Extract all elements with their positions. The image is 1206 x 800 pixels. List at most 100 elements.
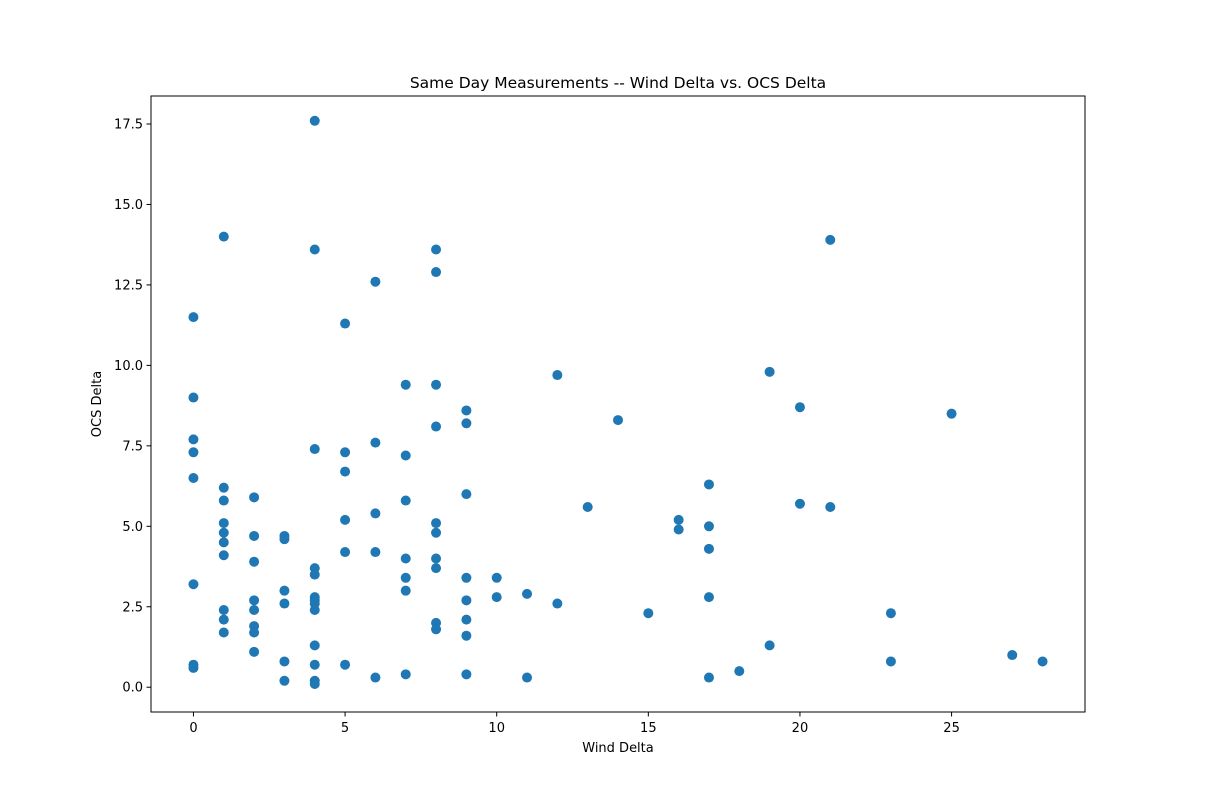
data-point xyxy=(461,595,472,606)
data-point xyxy=(279,656,290,667)
data-point xyxy=(340,514,351,525)
data-point xyxy=(703,479,714,490)
data-point xyxy=(794,498,805,509)
data-point xyxy=(400,495,411,506)
data-point xyxy=(885,608,896,619)
data-point xyxy=(370,672,381,683)
data-point xyxy=(309,244,320,255)
data-point xyxy=(643,608,654,619)
x-axis-label: Wind Delta xyxy=(582,741,654,756)
data-point xyxy=(461,405,472,416)
y-tick-label: 10.0 xyxy=(114,359,143,374)
data-point xyxy=(461,614,472,625)
chart-title: Same Day Measurements -- Wind Delta vs. … xyxy=(410,74,826,92)
data-point xyxy=(188,662,199,673)
data-point xyxy=(703,672,714,683)
x-tick-label: 0 xyxy=(189,721,197,736)
data-point xyxy=(340,466,351,477)
data-point xyxy=(309,640,320,651)
data-point xyxy=(794,402,805,413)
data-point xyxy=(431,527,442,538)
data-point xyxy=(309,604,320,615)
data-point xyxy=(400,379,411,390)
data-point xyxy=(461,418,472,429)
data-point xyxy=(218,495,229,506)
data-point xyxy=(309,444,320,455)
y-tick-label: 17.5 xyxy=(114,118,143,133)
y-tick-label: 12.5 xyxy=(114,278,143,293)
x-tick-label: 5 xyxy=(341,721,349,736)
data-point xyxy=(218,537,229,548)
data-point xyxy=(218,482,229,493)
data-point xyxy=(431,244,442,255)
plot-frame xyxy=(150,95,1086,713)
data-point xyxy=(340,447,351,458)
data-point xyxy=(491,592,502,603)
data-point xyxy=(188,579,199,590)
x-axis-ticks: 0 5 10 15 20 25 xyxy=(189,712,960,736)
data-point xyxy=(703,592,714,603)
data-point xyxy=(218,231,229,242)
y-axis-ticks: 0.0 2.5 5.0 7.5 10.0 12.5 15.0 17.5 xyxy=(114,118,151,696)
data-point xyxy=(400,553,411,564)
points-layer xyxy=(188,115,1048,689)
data-point xyxy=(249,492,260,503)
data-point xyxy=(461,489,472,500)
data-point xyxy=(249,604,260,615)
data-point xyxy=(218,527,229,538)
data-point xyxy=(734,666,745,677)
data-point xyxy=(703,521,714,532)
data-point xyxy=(249,627,260,638)
data-point xyxy=(552,370,563,381)
data-point xyxy=(340,318,351,329)
data-point xyxy=(188,434,199,445)
data-point xyxy=(885,656,896,667)
y-tick-label: 5.0 xyxy=(122,520,143,535)
data-point xyxy=(461,572,472,583)
data-point xyxy=(461,669,472,680)
data-point xyxy=(431,267,442,278)
data-point xyxy=(825,501,836,512)
data-point xyxy=(218,550,229,561)
data-point xyxy=(188,447,199,458)
data-point xyxy=(673,524,684,535)
data-point xyxy=(431,379,442,390)
x-tick-label: 10 xyxy=(488,721,505,736)
data-point xyxy=(400,585,411,596)
data-point xyxy=(400,669,411,680)
data-point xyxy=(370,276,381,287)
data-point xyxy=(400,450,411,461)
data-point xyxy=(431,518,442,529)
data-point xyxy=(431,553,442,564)
data-point xyxy=(188,312,199,323)
y-tick-label: 0.0 xyxy=(122,681,143,696)
data-point xyxy=(340,659,351,670)
data-point xyxy=(249,530,260,541)
data-point xyxy=(825,234,836,245)
data-point xyxy=(309,659,320,670)
data-point xyxy=(431,421,442,432)
data-point xyxy=(552,598,563,609)
data-point xyxy=(522,672,533,683)
data-point xyxy=(309,569,320,580)
data-point xyxy=(764,366,775,377)
data-point xyxy=(370,508,381,519)
data-point xyxy=(764,640,775,651)
data-point xyxy=(309,115,320,126)
data-point xyxy=(218,614,229,625)
data-point xyxy=(279,598,290,609)
data-point xyxy=(218,604,229,615)
data-point xyxy=(703,543,714,554)
data-point xyxy=(491,572,502,583)
data-point xyxy=(249,595,260,606)
data-point xyxy=(309,679,320,689)
data-point xyxy=(370,547,381,558)
data-point xyxy=(188,473,199,484)
x-tick-label: 20 xyxy=(792,721,809,736)
x-tick-label: 25 xyxy=(943,721,960,736)
data-point xyxy=(431,563,442,574)
y-tick-label: 15.0 xyxy=(114,198,143,213)
y-tick-label: 7.5 xyxy=(122,439,143,454)
